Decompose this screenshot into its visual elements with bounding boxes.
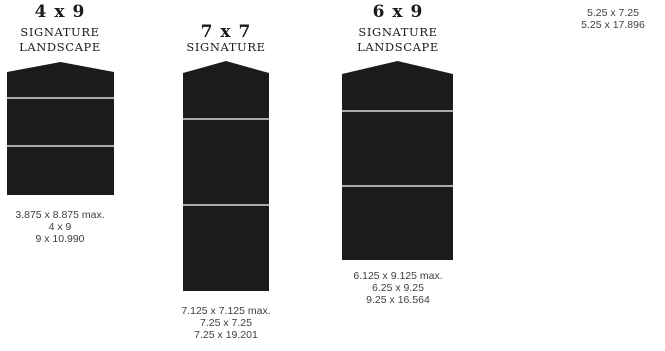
product-size-title: 4 x 9 [34, 2, 86, 22]
spec-max-size: 7.125 x 7.125 max. [181, 305, 271, 317]
fold-diagram [7, 62, 114, 195]
spec-closed-size: 7.25 x 7.25 [200, 317, 252, 329]
spec-closed-size: 4 x 9 [48, 221, 72, 233]
folder-silhouette [183, 61, 269, 291]
spec-open-size: 5.25 x 17.896 [581, 19, 645, 31]
product-style-line: SIGNATURE [358, 25, 438, 39]
spec-max-size: 3.875 x 8.875 max. [15, 209, 105, 221]
folder-silhouette [7, 62, 114, 195]
product-size-title: 7 x 7 [200, 22, 252, 42]
spec-closed-size: 5.25 x 7.25 [587, 7, 639, 19]
folder-silhouette [342, 61, 453, 260]
fold-diagram [342, 61, 453, 260]
spec-open-size: 7.25 x 19.201 [194, 329, 258, 341]
spec-open-size: 9 x 10.990 [35, 233, 85, 245]
spec-open-size: 9.25 x 16.564 [366, 294, 430, 306]
fold-diagram [183, 61, 269, 291]
product-style-line: LANDSCAPE [357, 40, 439, 54]
product-style-line: LANDSCAPE [19, 40, 101, 54]
product-style-line: SIGNATURE [20, 25, 100, 39]
spec-max-size: 6.125 x 9.125 max. [353, 270, 443, 282]
product-size-title: 6 x 9 [372, 2, 424, 22]
spec-closed-size: 6.25 x 9.25 [372, 282, 424, 294]
product-style-line: SIGNATURE [186, 40, 266, 54]
